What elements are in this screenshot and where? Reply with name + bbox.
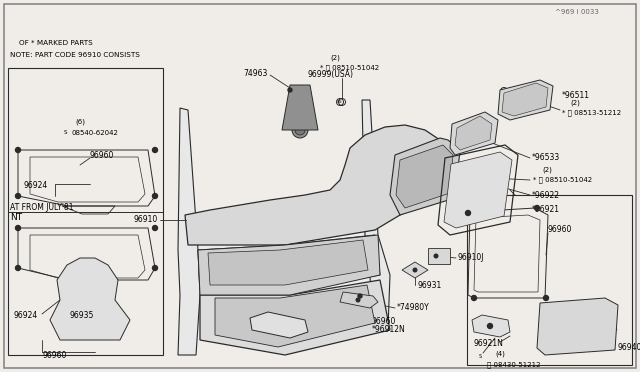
Text: S: S: [446, 174, 449, 178]
Text: S: S: [501, 89, 504, 93]
Polygon shape: [396, 145, 453, 208]
Circle shape: [152, 266, 157, 270]
Polygon shape: [402, 262, 428, 278]
Circle shape: [15, 225, 20, 231]
Text: *96511: *96511: [562, 90, 590, 99]
Text: * Ⓢ 08510-51042: * Ⓢ 08510-51042: [533, 177, 592, 183]
Circle shape: [472, 295, 477, 301]
Text: * Ⓢ 08513-51212: * Ⓢ 08513-51212: [562, 110, 621, 116]
Text: 96910J: 96910J: [458, 253, 484, 263]
Text: 08540-62042: 08540-62042: [72, 130, 119, 136]
Circle shape: [15, 266, 20, 270]
Polygon shape: [200, 280, 390, 355]
Circle shape: [152, 148, 157, 153]
Text: NT: NT: [10, 212, 22, 221]
Polygon shape: [208, 240, 368, 285]
Polygon shape: [185, 125, 448, 245]
Text: S: S: [337, 100, 340, 104]
Text: 96960: 96960: [548, 225, 572, 234]
Circle shape: [434, 254, 438, 258]
Bar: [467, 195, 632, 365]
Text: (2): (2): [330, 55, 340, 61]
Circle shape: [465, 211, 470, 215]
Text: 96921N: 96921N: [474, 340, 504, 349]
Circle shape: [152, 193, 157, 199]
Polygon shape: [250, 312, 308, 338]
Circle shape: [488, 324, 493, 328]
Polygon shape: [498, 80, 553, 120]
Circle shape: [295, 125, 305, 135]
Polygon shape: [444, 152, 512, 228]
Text: ^969 i 0033: ^969 i 0033: [555, 9, 599, 15]
Polygon shape: [390, 138, 460, 215]
Bar: [8, 68, 163, 355]
Text: 96935: 96935: [70, 311, 94, 321]
Circle shape: [15, 148, 20, 153]
Text: S: S: [339, 100, 342, 104]
Polygon shape: [502, 83, 548, 116]
Circle shape: [534, 205, 540, 211]
Text: S: S: [479, 355, 482, 359]
Circle shape: [15, 193, 20, 199]
Text: *96533: *96533: [532, 154, 560, 163]
Text: 96940: 96940: [618, 343, 640, 353]
Polygon shape: [50, 258, 130, 340]
Text: S: S: [63, 131, 67, 135]
Polygon shape: [198, 235, 380, 295]
Text: Ⓢ 08430-51212: Ⓢ 08430-51212: [487, 362, 541, 368]
Circle shape: [292, 122, 308, 138]
Polygon shape: [537, 298, 618, 355]
Text: 96960: 96960: [90, 151, 115, 160]
Circle shape: [543, 295, 548, 301]
Text: (4): (4): [495, 351, 505, 357]
Text: (6): (6): [75, 119, 85, 125]
Polygon shape: [472, 315, 510, 337]
Circle shape: [288, 88, 292, 92]
Text: 96960: 96960: [43, 350, 67, 359]
Polygon shape: [340, 292, 378, 308]
Text: *96921: *96921: [532, 205, 560, 215]
Circle shape: [413, 268, 417, 272]
Text: 96910: 96910: [134, 215, 158, 224]
Text: 74963: 74963: [244, 68, 268, 77]
Text: 96960: 96960: [372, 317, 396, 327]
Text: 96924: 96924: [14, 311, 38, 321]
Text: * Ⓢ 08510-51042: * Ⓢ 08510-51042: [320, 65, 379, 71]
Polygon shape: [178, 108, 200, 355]
Polygon shape: [215, 285, 375, 347]
Text: 96999(USA): 96999(USA): [308, 71, 354, 80]
Text: S: S: [442, 174, 445, 178]
Text: 96931: 96931: [417, 280, 441, 289]
Text: OF * MARKED PARTS: OF * MARKED PARTS: [10, 40, 93, 46]
Circle shape: [356, 298, 360, 302]
Polygon shape: [282, 85, 318, 130]
Bar: [428, 248, 450, 264]
Polygon shape: [198, 235, 380, 290]
Text: 96924: 96924: [24, 182, 48, 190]
Circle shape: [358, 294, 362, 298]
Text: (2): (2): [542, 167, 552, 173]
Text: NOTE: PART CODE 96910 CONSISTS: NOTE: PART CODE 96910 CONSISTS: [10, 52, 140, 58]
Text: ATM: ATM: [470, 203, 488, 212]
Polygon shape: [450, 112, 498, 155]
Text: *96922: *96922: [532, 190, 560, 199]
Text: (2): (2): [570, 100, 580, 106]
Text: *74980Y: *74980Y: [397, 304, 429, 312]
Circle shape: [152, 225, 157, 231]
Text: AT FROM JULY'81: AT FROM JULY'81: [10, 202, 74, 212]
Polygon shape: [455, 116, 492, 150]
Polygon shape: [362, 100, 390, 328]
Text: *96912N: *96912N: [372, 326, 406, 334]
